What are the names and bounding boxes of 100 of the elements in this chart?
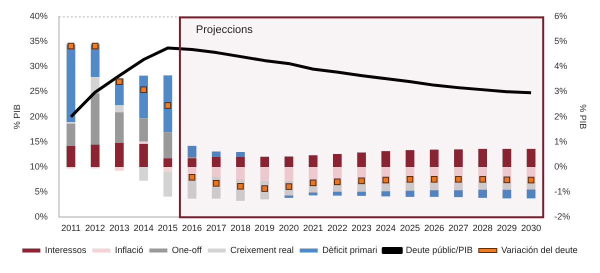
point: [479, 176, 486, 183]
bar: [430, 190, 439, 197]
bar: [406, 190, 414, 197]
bar: [454, 190, 463, 198]
x-tick-label: 2011: [61, 223, 81, 234]
y-tick-label: 15%: [30, 136, 48, 146]
x-tick-label: 2026: [424, 223, 444, 234]
bar: [163, 167, 172, 172]
x-tick-label: 2029: [496, 223, 517, 234]
x-tick-label: 2013: [109, 223, 130, 234]
y2-tick-label: 5%: [554, 36, 568, 46]
bar: [188, 167, 196, 175]
y2-tick-label: 2%: [554, 111, 568, 122]
bar: [260, 156, 270, 167]
x-tick-label: 2023: [352, 223, 372, 234]
bar: [163, 132, 172, 158]
bar: [381, 191, 390, 196]
bar: [90, 144, 100, 167]
bar: [212, 151, 221, 157]
point: [140, 86, 147, 94]
point: [212, 180, 220, 187]
legend-label: Deute públic/PIB: [406, 244, 473, 255]
point: [334, 178, 341, 186]
y2-tick-label: 3%: [554, 86, 568, 96]
point: [164, 102, 172, 109]
x-tick-label: 2025: [400, 223, 420, 234]
bar: [332, 192, 342, 196]
bar: [284, 195, 294, 198]
bar: [284, 167, 294, 181]
x-tick-label: 2018: [230, 223, 250, 234]
bar: [115, 167, 124, 171]
y-tick-label: 0%: [34, 212, 48, 222]
point: [188, 174, 196, 181]
point: [92, 42, 98, 50]
bar: [139, 144, 148, 167]
bar: [454, 149, 463, 167]
bar: [430, 150, 439, 167]
bar: [260, 167, 270, 181]
y2-tick-label: 6%: [554, 10, 568, 21]
x-tick-label: 2016: [182, 223, 202, 234]
x-tick-label: 2012: [85, 223, 106, 234]
bar: [139, 118, 148, 142]
bar: [478, 148, 488, 167]
x-tick-label: 2014: [134, 223, 154, 234]
y-tick-label: 5%: [34, 186, 48, 197]
bar: [236, 156, 245, 167]
y2-tick-label: 0%: [554, 161, 568, 172]
bar: [284, 156, 294, 167]
y2-axis-title: % PIB: [578, 104, 588, 130]
x-tick-label: 2015: [158, 223, 178, 234]
bar: [163, 171, 172, 197]
legend-label: Variación del deute: [501, 244, 578, 255]
point: [406, 176, 414, 183]
bar: [236, 167, 245, 180]
bar: [163, 75, 172, 132]
point: [237, 183, 244, 190]
x-tick-label: 2030: [521, 223, 542, 234]
y-tick-label: 10%: [30, 161, 48, 172]
bar: [381, 151, 390, 167]
bar: [139, 167, 148, 181]
bar: [308, 155, 318, 167]
band-label: Projeccions: [196, 24, 254, 36]
point: [358, 177, 365, 184]
bar: [406, 150, 414, 167]
bar: [66, 44, 76, 122]
bar: [478, 190, 488, 198]
x-tick-label: 2027: [448, 223, 468, 234]
bar: [212, 156, 221, 167]
y-tick-label: 25%: [30, 86, 48, 96]
point: [116, 78, 123, 85]
bar: [308, 167, 318, 181]
bar: [188, 146, 196, 157]
legend-label: Interessos: [44, 244, 87, 255]
bar: [357, 152, 366, 167]
y-tick-label: 30%: [30, 61, 48, 72]
y2-tick-label: 1%: [554, 136, 568, 146]
bar: [502, 190, 512, 198]
legend-label: Creixement real: [230, 244, 294, 255]
bar: [115, 142, 124, 167]
bar: [502, 148, 512, 167]
point: [68, 42, 74, 50]
y2-tick-label: -2%: [554, 212, 570, 222]
bar: [332, 154, 342, 167]
y-tick-label: 20%: [30, 111, 48, 122]
legend-label: Inflació: [114, 244, 144, 255]
bar: [526, 148, 536, 167]
x-tick-label: 2022: [327, 223, 348, 234]
bar: [115, 105, 124, 112]
bar: [526, 189, 536, 198]
bar: [66, 124, 76, 146]
y-tick-label: 35%: [30, 36, 48, 46]
bar: [212, 167, 221, 178]
bar: [188, 158, 196, 167]
x-tick-label: 2020: [278, 223, 299, 234]
point: [504, 176, 510, 184]
x-tick-label: 2017: [206, 223, 226, 234]
bar: [357, 192, 366, 196]
x-tick-label: 2028: [472, 223, 493, 234]
point: [430, 176, 438, 183]
y2-tick-label: -1%: [554, 186, 570, 197]
